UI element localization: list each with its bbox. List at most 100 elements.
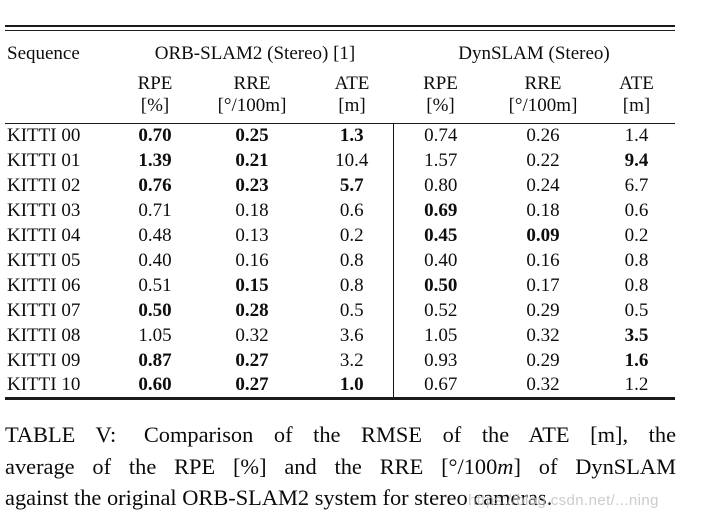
sequence-label: KITTI 07 — [7, 300, 81, 321]
metric-value: 1.4 — [624, 125, 649, 147]
metric-value: 0.67 — [392, 373, 488, 399]
sequence-label: KITTI 00 — [7, 125, 81, 147]
metric-value: 0.60 — [138, 374, 172, 396]
metric-value: 0.80 — [392, 173, 488, 199]
metric-value: 0.5 — [339, 300, 364, 321]
metric-value: 0.76 — [138, 175, 172, 196]
metric-value: 0.21 — [235, 150, 269, 171]
metric-value: 3.2 — [339, 350, 364, 371]
group-header-dynslam: DynSLAM (Stereo) — [458, 43, 610, 64]
metric-value: 0.15 — [235, 275, 269, 296]
metric-value: 0.32 — [526, 374, 560, 396]
top-rule — [5, 25, 675, 31]
metric-value: 0.8 — [624, 275, 649, 296]
metric-value: 0.2 — [339, 225, 364, 246]
metric-value: 0.24 — [526, 175, 560, 196]
metric-value: 0.17 — [526, 275, 560, 296]
metric-value: 0.2 — [624, 225, 649, 246]
table-row: KITTI 06 0.51 0.15 0.8 0.50 0.17 0.8 — [5, 273, 675, 299]
metric-value: 0.74 — [392, 123, 488, 149]
metric-value: 0.52 — [392, 298, 488, 324]
metric-value: 0.27 — [235, 350, 269, 371]
sequence-label: KITTI 08 — [7, 325, 81, 346]
orb-rre-unit: [°/100m] — [217, 95, 287, 116]
table-row: KITTI 05 0.40 0.16 0.8 0.40 0.16 0.8 — [5, 248, 675, 274]
metric-value: 0.51 — [138, 275, 172, 296]
metric-value: 6.7 — [624, 175, 649, 196]
metric-value: 1.3 — [339, 125, 364, 147]
metric-value: 5.7 — [339, 175, 364, 196]
table-row: KITTI 01 1.39 0.21 10.4 1.57 0.22 9.4 — [5, 148, 675, 174]
kitti-comparison-table: Sequence ORB-SLAM2 (Stereo) [1] DynSLAM … — [5, 31, 675, 400]
empty-header-cell — [5, 95, 117, 124]
metric-value: 1.57 — [392, 148, 488, 174]
caption-line-2: average of the RPE [%] and the RRE [°/10… — [5, 451, 676, 483]
metric-name-row: RPE RRE ATE RPE RRE ATE — [5, 69, 675, 95]
table-header: Sequence ORB-SLAM2 (Stereo) [1] DynSLAM … — [5, 31, 675, 124]
table-row: KITTI 00 0.70 0.25 1.3 0.74 0.26 1.4 — [5, 123, 675, 149]
table-row: KITTI 07 0.50 0.28 0.5 0.52 0.29 0.5 — [5, 298, 675, 324]
metric-unit-row: [%] [°/100m] [m] [%] [°/100m] [m] — [5, 95, 675, 124]
results-table: Sequence ORB-SLAM2 (Stereo) [1] DynSLAM … — [5, 25, 675, 400]
metric-value: 0.16 — [235, 250, 269, 271]
metric-value: 0.50 — [138, 300, 172, 321]
dyn-rpe-header: RPE — [423, 73, 458, 94]
table-row: KITTI 04 0.48 0.13 0.2 0.45 0.09 0.2 — [5, 223, 675, 249]
metric-value: 0.09 — [526, 225, 560, 246]
metric-value: 3.6 — [339, 325, 364, 346]
table-row: KITTI 08 1.05 0.32 3.6 1.05 0.32 3.5 — [5, 323, 675, 349]
metric-value: 0.87 — [138, 350, 172, 371]
sequence-label: KITTI 10 — [7, 374, 81, 396]
table-row: KITTI 09 0.87 0.27 3.2 0.93 0.29 1.6 — [5, 348, 675, 374]
metric-value: 0.8 — [339, 250, 364, 271]
metric-value: 0.40 — [138, 250, 172, 271]
caption-math-m: m — [497, 453, 514, 479]
metric-value: 0.50 — [392, 273, 488, 299]
table-row: KITTI 02 0.76 0.23 5.7 0.80 0.24 6.7 — [5, 173, 675, 199]
metric-value: 1.05 — [392, 323, 488, 349]
caption-text-2b: ] of DynSLAM — [513, 453, 676, 479]
csdn-watermark: https://blog.csdn.net/...ning — [468, 492, 659, 509]
metric-value: 0.93 — [392, 348, 488, 374]
metric-value: 0.40 — [392, 248, 488, 274]
empty-header-cell — [5, 69, 117, 95]
orb-rpe-header: RPE — [137, 73, 173, 94]
caption-text-1: Comparison of the RMSE of the ATE [m], t… — [143, 422, 677, 447]
orb-rpe-unit: [%] — [140, 95, 170, 116]
metric-value: 0.8 — [339, 275, 364, 296]
metric-value: 0.28 — [235, 300, 269, 321]
sequence-label: KITTI 04 — [7, 225, 81, 246]
table-caption: TABLE V: Comparison of the RMSE of the A… — [5, 419, 676, 514]
dyn-rre-unit: [°/100m] — [508, 95, 578, 116]
caption-table-label: TABLE V: — [5, 422, 117, 447]
dyn-rre-header: RRE — [524, 73, 562, 94]
metric-value: 1.0 — [339, 374, 364, 396]
sequence-label: KITTI 06 — [7, 275, 81, 296]
metric-value: 1.2 — [624, 374, 649, 396]
metric-value: 0.26 — [526, 125, 560, 147]
caption-text-2a: average of the RPE [%] and the RRE [°/10… — [5, 453, 498, 479]
dyn-ate-header: ATE — [619, 73, 654, 94]
metric-value: 10.4 — [335, 150, 369, 171]
orb-rre-header: RRE — [233, 73, 271, 94]
sequence-column-header: Sequence — [7, 43, 80, 64]
sequence-label: KITTI 02 — [7, 175, 81, 196]
metric-value: 1.05 — [138, 325, 172, 346]
metric-value: 0.16 — [526, 250, 560, 271]
orb-ate-unit: [m] — [338, 95, 366, 116]
metric-value: 0.22 — [526, 150, 560, 171]
table-row: KITTI 03 0.71 0.18 0.6 0.69 0.18 0.6 — [5, 198, 675, 224]
metric-value: 1.6 — [624, 350, 649, 371]
metric-value: 0.71 — [138, 200, 172, 221]
metric-value: 0.5 — [624, 300, 649, 321]
metric-value: 0.29 — [526, 300, 560, 321]
metric-value: 0.8 — [624, 250, 649, 271]
metric-value: 0.27 — [235, 374, 269, 396]
metric-value: 0.13 — [235, 225, 269, 246]
metric-value: 0.6 — [339, 200, 364, 221]
caption-line-3: against the original ORB-SLAM2 system fo… — [5, 485, 553, 511]
orb-ate-header: ATE — [334, 73, 370, 94]
metric-value: 0.45 — [392, 223, 488, 249]
sequence-label: KITTI 01 — [7, 150, 81, 171]
